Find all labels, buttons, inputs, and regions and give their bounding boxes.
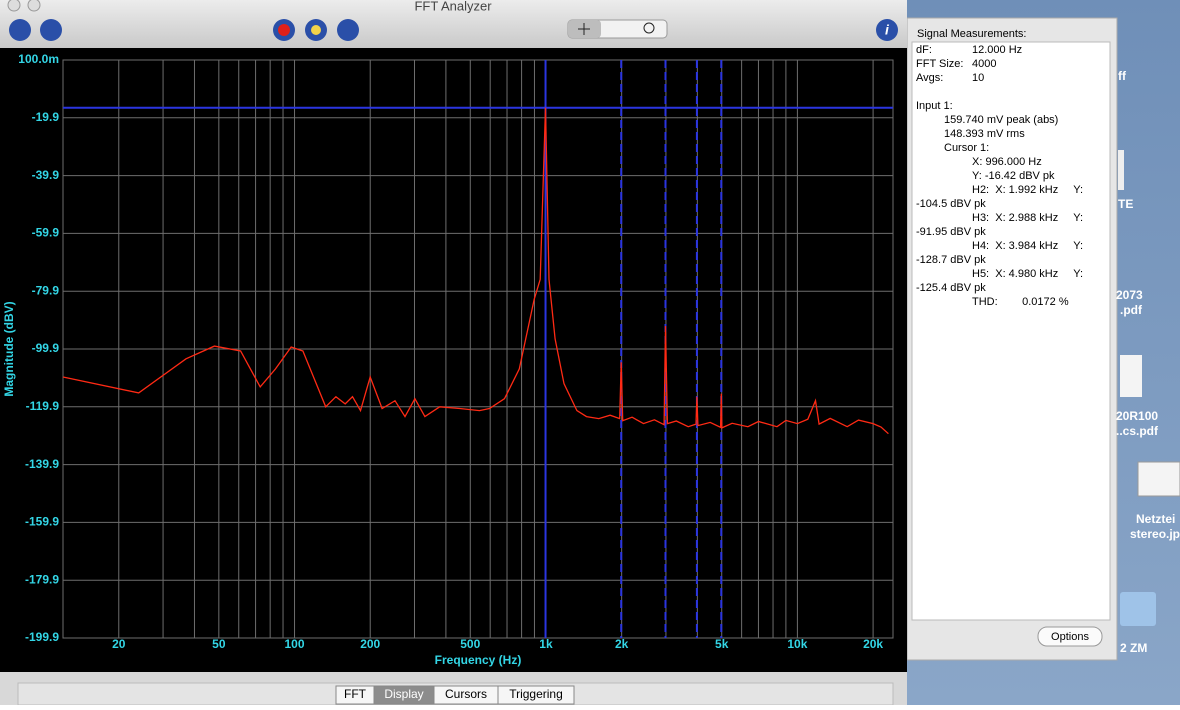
- y-tick-label: -139.9: [25, 457, 59, 471]
- x-tick-label: 50: [212, 637, 226, 651]
- y-tick-label: 100.0m: [18, 52, 59, 66]
- measure-line: Input 1:: [916, 100, 953, 112]
- measure-value: 10: [972, 72, 984, 84]
- x-tick-label: 2k: [615, 637, 629, 651]
- desktop-label: 2073: [1116, 288, 1143, 302]
- measure-line: H2: X: 1.992 kHz Y:: [972, 184, 1083, 196]
- measure-line: Y: -16.42 dBV pk: [972, 170, 1055, 182]
- y-tick-label: -199.9: [25, 630, 59, 644]
- desktop-label: ..cs.pdf: [1116, 424, 1159, 438]
- y-tick-label: -99.9: [32, 341, 60, 355]
- y-tick-label: -59.9: [32, 226, 60, 240]
- tab[interactable]: [497, 685, 575, 705]
- icon-glyph: [311, 25, 321, 35]
- tab-label[interactable]: Triggering: [509, 687, 563, 701]
- tab-label[interactable]: Cursors: [445, 687, 487, 701]
- measure-label: dF:: [916, 44, 932, 56]
- x-tick-label: 200: [360, 637, 380, 651]
- close-button[interactable]: [7, 0, 21, 12]
- measure-value: 4000: [972, 58, 996, 70]
- measure-label: Avgs:: [916, 72, 943, 84]
- zoom-icon: [643, 22, 655, 34]
- toolbar: [0, 0, 907, 48]
- measure-line: X: 996.000 Hz: [972, 156, 1042, 168]
- x-tick-label: 20: [112, 637, 126, 651]
- x-tick-label: 1k: [539, 637, 553, 651]
- tab-label[interactable]: FFT: [344, 687, 367, 701]
- y-tick-label: -159.9: [25, 515, 59, 529]
- desktop-label: 2 ZM: [1120, 641, 1147, 655]
- plot: 20 50 100 200 500 1k 2k 5k 10k 20k 100.0m -19.9 -39.…: [2, 52, 894, 667]
- record-dot: [278, 24, 290, 36]
- desktop-label: ff: [1118, 69, 1127, 83]
- y-axis-title: Magnitude (dBV): [2, 301, 16, 396]
- icon: [1137, 461, 1180, 497]
- desktop-label: .pdf: [1120, 303, 1143, 317]
- measurements-title: Signal Measurements:: [917, 28, 1026, 40]
- x-tick-label: 5k: [715, 637, 729, 651]
- measure-line: -125.4 dBV pk: [916, 282, 986, 294]
- spectrum-line: [62, 107, 889, 435]
- measure-line: -104.5 dBV pk: [916, 198, 986, 210]
- measure-line: THD: 0.0172 %: [972, 296, 1069, 308]
- y-tick-label: -119.9: [26, 399, 60, 413]
- x-tick-label: 100: [285, 637, 305, 651]
- desktop-label: 20R100: [1116, 409, 1158, 423]
- measure-value: 12.000 Hz: [972, 44, 1022, 56]
- measurements-box: [911, 41, 1111, 621]
- measure-line: H5: X: 4.980 kHz Y:: [972, 268, 1083, 280]
- ui: dF: 12.000 Hz FFT Size: 4000 Avgs: 10 Input 1:…: [335, 44, 1180, 705]
- measure-line: Cursor 1:: [944, 142, 989, 154]
- icon-button[interactable]: [9, 19, 31, 41]
- x-tick-label: 500: [460, 637, 480, 651]
- measure-line: H3: X: 2.988 kHz Y:: [972, 212, 1083, 224]
- plot-background: [0, 48, 907, 672]
- minimize-button[interactable]: [27, 0, 41, 12]
- options-button[interactable]: [1037, 626, 1103, 647]
- window-title: FFT Analyzer: [414, 0, 492, 13]
- measure-label: FFT Size:: [916, 58, 963, 70]
- info-button[interactable]: [876, 19, 898, 41]
- desktop-label: stereo.jp: [1130, 527, 1180, 541]
- icon-button[interactable]: [40, 19, 62, 41]
- y-tick-label: -39.9: [32, 168, 60, 182]
- x-tick-label: 10k: [787, 637, 807, 651]
- icon: [1118, 150, 1124, 190]
- measure-line: -128.7 dBV pk: [916, 254, 986, 266]
- y-tick-label: -79.9: [32, 283, 60, 297]
- measure-line: 148.393 mV rms: [944, 128, 1025, 140]
- tab-label[interactable]: Display: [384, 687, 423, 701]
- icon-button[interactable]: [337, 19, 359, 41]
- plot-frame: [62, 59, 894, 639]
- icon: [1120, 355, 1142, 397]
- desktop-label: Netztei: [1136, 512, 1175, 526]
- icon: [1120, 592, 1156, 626]
- y-tick-label: -179.9: [25, 572, 59, 586]
- x-tick-label: 20k: [863, 637, 883, 651]
- measure-line: H4: X: 3.984 kHz Y:: [972, 240, 1083, 252]
- info-glyph: i: [885, 22, 890, 38]
- x-axis-title: Frequency (Hz): [435, 653, 522, 667]
- options-label[interactable]: Options: [1051, 631, 1089, 643]
- desktop-label: TE: [1118, 197, 1133, 211]
- measure-line: -91.95 dBV pk: [916, 226, 986, 238]
- measure-line: 159.740 mV peak (abs): [944, 114, 1058, 126]
- y-tick-label: -19.9: [32, 110, 60, 124]
